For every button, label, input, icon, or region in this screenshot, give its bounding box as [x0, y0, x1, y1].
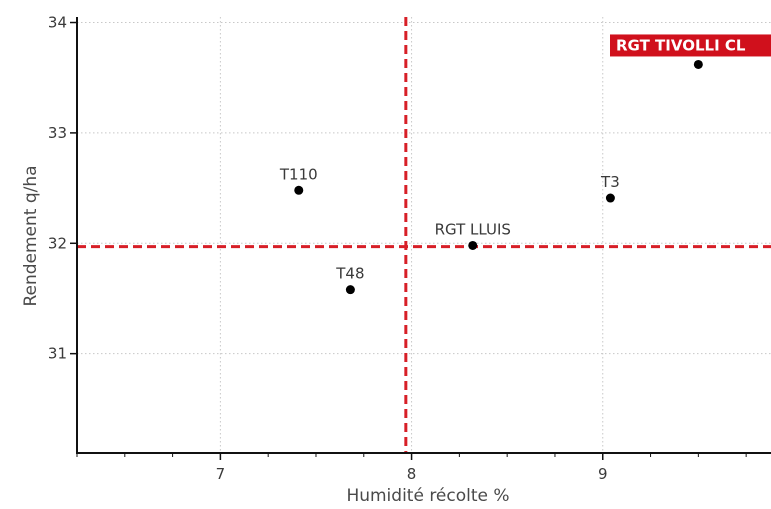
y-tick-label-32: 32	[48, 234, 67, 252]
y-axis-title: Rendement q/ha	[21, 165, 41, 306]
point-t110	[294, 185, 304, 195]
x-tick-label-8: 8	[407, 465, 417, 483]
label-rgt-tivolli-cl: RGT TIVOLLI CL	[616, 36, 746, 54]
point-t3	[605, 193, 615, 203]
x-tick-label-7: 7	[216, 465, 226, 483]
axes	[76, 17, 771, 454]
label-rgt-lluis: RGT LLUIS	[435, 220, 511, 238]
data-points	[294, 59, 703, 295]
label-t3: T3	[600, 173, 620, 191]
y-tick-label-34: 34	[48, 14, 67, 32]
x-tick-label-9: 9	[598, 465, 608, 483]
highlight-label-box	[610, 34, 771, 57]
y-tick-label-33: 33	[48, 124, 67, 142]
grid-lines	[77, 17, 771, 453]
point-rgt-tivolli-cl	[693, 59, 703, 69]
point-labels: T110 T48 RGT LLUIS T3 RGT TIVOLLI CL	[279, 34, 771, 283]
axis-ticks: 7 8 9 31 32 33 34	[48, 14, 747, 483]
x-axis-title: Humidité récolte %	[346, 486, 509, 506]
y-tick-label-31: 31	[48, 345, 67, 363]
reference-lines	[77, 17, 771, 453]
point-rgt-lluis	[468, 240, 478, 250]
label-t48: T48	[335, 265, 364, 283]
point-t48	[345, 285, 355, 295]
label-t110: T110	[279, 165, 318, 183]
